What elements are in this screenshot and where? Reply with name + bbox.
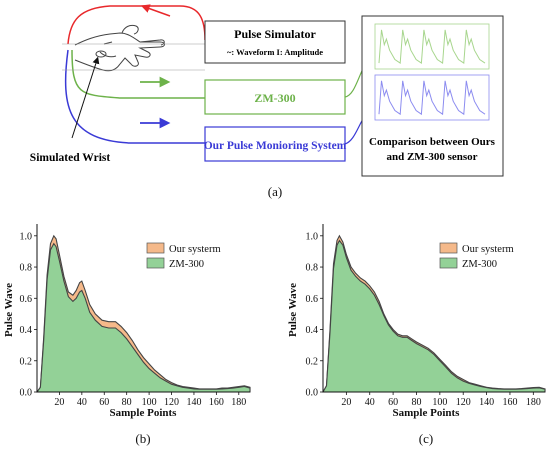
ours-waveform-frame <box>374 74 490 121</box>
series-area-zm300 <box>35 242 251 393</box>
legend-swatch-our-system <box>439 242 458 254</box>
y-tick-label: 0.4 <box>20 325 33 336</box>
blue-wire <box>64 49 205 144</box>
legend-swatch-zm300 <box>439 257 458 269</box>
legend-label-zm300: ZM-300 <box>462 259 497 270</box>
x-tick-label: 60 <box>388 397 398 408</box>
hand-icon <box>74 24 165 72</box>
y-tick-label: 0.6 <box>20 294 33 305</box>
x-tick-label: 140 <box>186 397 201 408</box>
x-tick-label: 40 <box>365 397 375 408</box>
wrist-label: Simulated Wrist <box>30 152 111 164</box>
x-tick-label: 160 <box>209 397 224 408</box>
chart-c-legend: Our systerm ZM-300 <box>439 242 514 270</box>
chart-b-xlabel: Sample Points <box>110 407 178 419</box>
chart-b: 20 40 60 80 100 120 140 160 180 0.0 0.2 0.4 0.6 0.8 1.… <box>3 224 251 446</box>
pulse-simulator-subtitle: ~: Waveform I: Amplitude <box>227 47 323 57</box>
y-tick-label: 0.0 <box>20 388 33 399</box>
legend-swatch-zm300 <box>146 257 165 269</box>
zm300-box <box>204 79 346 115</box>
our-system-label: Our Pulse Monioring System <box>204 140 347 152</box>
y-tick-label: 0.2 <box>20 356 33 367</box>
y-tick-label: 0.2 <box>306 356 319 367</box>
y-tick-label: 1.0 <box>306 231 319 242</box>
our-system-box <box>204 126 346 162</box>
setup-diagram: Pulse Simulator ~: Waveform I: Amplitude… <box>30 4 504 199</box>
x-tick-label: 160 <box>502 397 517 408</box>
zm300-waveform-frame <box>374 23 490 70</box>
wrist-pointer-arrow <box>71 56 100 139</box>
comparison-line1: Comparison between Ours <box>369 136 496 148</box>
y-tick-label: 0.8 <box>20 263 33 274</box>
chart-c-ylabel: Pulse Wave <box>287 283 299 337</box>
legend-label-zm300: ZM-300 <box>169 259 204 270</box>
x-tick-label: 120 <box>456 397 471 408</box>
chart-c: 20 40 60 80 100 120 140 160 180 0.0 0.2 0.4 0.6 0.8 1.… <box>287 224 546 446</box>
y-tick-label: 0.0 <box>306 388 319 399</box>
chart-b-legend: Our systerm ZM-300 <box>146 242 221 270</box>
y-tick-label: 1.0 <box>20 231 33 242</box>
x-tick-label: 100 <box>432 397 447 408</box>
y-tick-label: 0.8 <box>306 263 319 274</box>
zm300-mini-waveform <box>378 29 486 64</box>
x-tick-label: 60 <box>99 397 109 408</box>
x-tick-label: 40 <box>77 397 87 408</box>
chart-b-ylabel: Pulse Wave <box>3 283 15 337</box>
x-tick-label: 20 <box>54 397 64 408</box>
x-tick-label: 140 <box>479 397 494 408</box>
comparison-line2: and ZM-300 sensor <box>386 151 477 163</box>
chart-c-xlabel: Sample Points <box>393 407 461 419</box>
caption-a: (a) <box>268 184 282 199</box>
zm300-label: ZM-300 <box>254 91 295 105</box>
pulse-simulator-title: Pulse Simulator <box>234 27 316 41</box>
red-wire <box>67 5 206 45</box>
caption-b: (b) <box>135 431 150 446</box>
caption-c: (c) <box>419 431 433 446</box>
x-tick-label: 100 <box>142 397 157 408</box>
series-area-zm300 <box>322 239 546 393</box>
x-tick-label: 20 <box>341 397 351 408</box>
x-tick-label: 120 <box>164 397 179 408</box>
legend-label-our-system: Our systerm <box>462 244 514 255</box>
pulse-simulator-box <box>204 20 346 64</box>
green-wire <box>71 49 205 99</box>
ours-mini-waveform <box>378 80 486 116</box>
y-tick-label: 0.6 <box>306 294 319 305</box>
legend-swatch-our-system <box>146 242 165 254</box>
y-tick-label: 0.4 <box>306 325 319 336</box>
x-tick-label: 80 <box>411 397 421 408</box>
x-tick-label: 180 <box>231 397 246 408</box>
x-tick-label: 80 <box>122 397 132 408</box>
red-arrow <box>140 4 171 17</box>
x-tick-label: 180 <box>526 397 541 408</box>
legend-label-our-system: Our systerm <box>169 244 221 255</box>
